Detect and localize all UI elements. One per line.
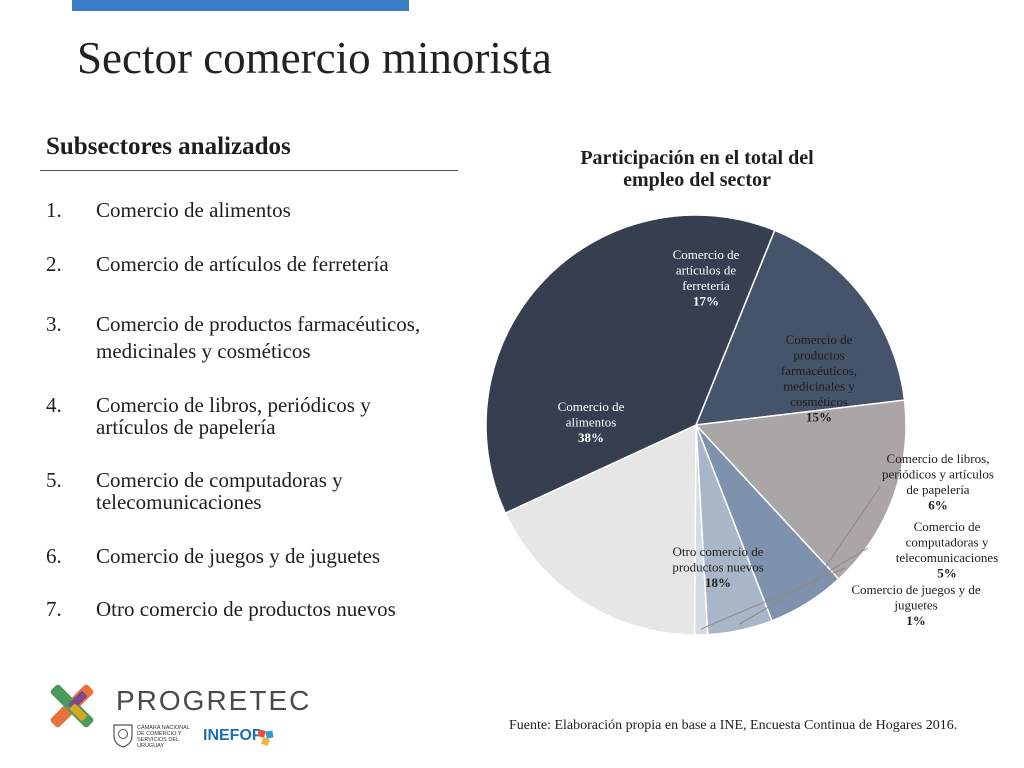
list-item-text: artículos de papelería xyxy=(96,415,276,439)
list-item-number: 3. xyxy=(46,312,62,336)
slice-value-label: 1% xyxy=(906,613,926,628)
slice-value-label: 18% xyxy=(705,575,731,590)
list-item-number: 2. xyxy=(46,252,62,276)
slice-label-line: ferretería xyxy=(682,278,730,293)
chart-title-line: Participación en el total del xyxy=(580,147,814,169)
slice-label-line: Comercio de libros, xyxy=(887,451,990,466)
slice-label-line: Otro comercio de xyxy=(673,544,764,559)
list-item-text: telecomunicaciones xyxy=(96,490,262,514)
slice-label: Comercio de productos farmacéuticos, medici… xyxy=(781,332,857,425)
source-note: Fuente: Elaboración propia en base a INE… xyxy=(509,718,958,733)
slice-label: Otro comercio de productos nuevos 18% xyxy=(672,544,763,590)
slice-label-line: Comercio de xyxy=(673,247,740,262)
slice-label-line: telecomunicaciones xyxy=(896,550,999,565)
slice-label-line: Comercio de xyxy=(786,332,853,347)
pie-slice xyxy=(694,229,906,426)
list-item-number: 4. xyxy=(46,393,62,417)
list-item-number: 5. xyxy=(46,468,62,492)
list-item-number: 6. xyxy=(46,544,62,568)
list-item-text: Comercio de computadoras y xyxy=(96,468,343,492)
chamber-seal-icon xyxy=(113,724,133,748)
slice-label: Comercio de alimentos 38% xyxy=(558,399,625,445)
slice-value-label: 15% xyxy=(806,410,832,425)
chart-title: Participación en el total del empleo del… xyxy=(520,147,874,191)
slice-label: Comercio de artículos de ferretería 17% xyxy=(673,247,740,309)
chamber-name-line: SERVICIOS DEL xyxy=(137,737,180,743)
list-item-text: Comercio de alimentos xyxy=(96,198,291,222)
slice-value-label: 17% xyxy=(693,294,719,309)
chamber-name-line: DE COMERCIO Y xyxy=(137,731,182,737)
slice-value-label: 6% xyxy=(928,498,948,513)
pie-slice xyxy=(694,399,907,581)
slice-label-line: periódicos y artículos xyxy=(882,467,994,482)
slice-value-label: 38% xyxy=(578,430,604,445)
chamber-name-line: CÁMARA NACIONAL xyxy=(137,725,190,731)
progretec-logo-icon xyxy=(50,684,94,728)
slice-label-line: juguetes xyxy=(893,598,937,613)
slice-leader-line xyxy=(738,547,869,625)
pie-slice xyxy=(504,423,697,636)
chamber-name: CÁMARA NACIONAL DE COMERCIO Y SERVICIOS … xyxy=(137,725,197,749)
slide-title: Sector comercio minorista xyxy=(77,33,552,83)
slice-label: Comercio de computadoras y telecomunicacio… xyxy=(896,519,999,581)
chart-title-line: empleo del sector xyxy=(623,169,771,191)
inefop-mark-icon xyxy=(258,730,274,746)
inefop-logo-text: INEFOP xyxy=(203,727,263,744)
slice-value-label: 5% xyxy=(937,566,957,581)
slice-label-line: productos xyxy=(793,348,844,363)
list-item-text: Comercio de productos farmacéuticos, xyxy=(96,312,421,336)
slice-label-line: Comercio de xyxy=(558,399,625,414)
list-item-text: Otro comercio de productos nuevos xyxy=(96,597,396,621)
pie-slice xyxy=(485,214,776,515)
subsectors-heading-rule xyxy=(40,170,458,171)
slice-label-line: artículos de xyxy=(676,263,737,278)
slice-label: Comercio de juegos y de juguetes 1% xyxy=(851,582,980,628)
slice-label-line: Comercio de xyxy=(914,519,981,534)
slice-leader-line xyxy=(700,567,846,630)
slice-label: Comercio de libros, periódicos y artículo… xyxy=(882,451,994,513)
slice-label-line: Comercio de juegos y de xyxy=(851,582,980,597)
slice-label-line: farmacéuticos, xyxy=(781,363,857,378)
slice-label-line: computadoras y xyxy=(906,535,989,550)
slice-label-line: de papelería xyxy=(906,482,969,497)
top-accent-bar xyxy=(72,0,409,11)
slice-label-line: productos nuevos xyxy=(672,560,763,575)
slice-label-line: medicinales y xyxy=(783,379,855,394)
list-item-text: Comercio de libros, periódicos y xyxy=(96,393,371,417)
list-item-text: Comercio de juegos y de juguetes xyxy=(96,544,381,568)
subsectors-heading: Subsectores analizados xyxy=(46,133,291,160)
slice-label-line: cosméticos xyxy=(790,394,848,409)
brand-name: PROGRETEC xyxy=(116,685,312,716)
slice-label-line: alimentos xyxy=(566,415,617,430)
list-item-number: 1. xyxy=(46,198,62,222)
list-item-number: 7. xyxy=(46,597,62,621)
chamber-name-line: URUGUAY xyxy=(137,743,165,749)
list-item-text: Comercio de artículos de ferretería xyxy=(96,252,389,276)
list-item-text: medicinales y cosméticos xyxy=(96,339,311,363)
